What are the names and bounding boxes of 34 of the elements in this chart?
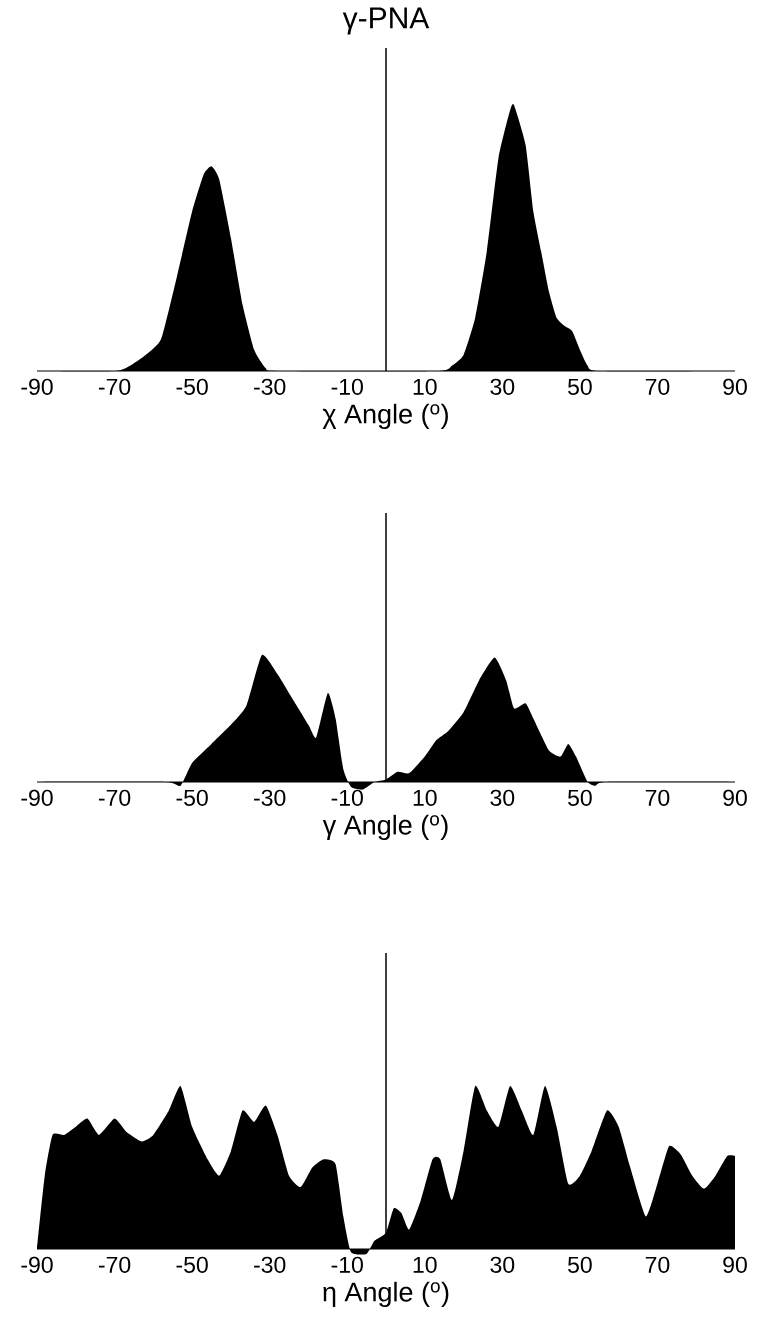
x-tick-label: -30 — [254, 1256, 286, 1273]
x-tick-label: -30 — [254, 378, 286, 395]
x-tick-label: -10 — [331, 378, 363, 395]
x-tick-label: 90 — [723, 789, 747, 806]
x-tick-label: -10 — [331, 1256, 363, 1273]
chart-title: γ-PNA — [342, 7, 430, 35]
x-tick-label: 70 — [645, 378, 670, 395]
x-tick-label: 70 — [645, 789, 670, 806]
x-tick-label: 10 — [413, 378, 437, 395]
x-tick-label: -90 — [21, 789, 53, 806]
x-tick-label: 90 — [723, 1256, 747, 1273]
x-axis-title: γ Angle ($^{o}$) — [322, 814, 448, 840]
x-tick-label: 50 — [568, 378, 592, 395]
x-tick-label: 50 — [568, 1256, 592, 1273]
x-tick-label: -50 — [176, 1256, 208, 1273]
x-tick-label: 90 — [723, 378, 747, 395]
x-tick-label: -50 — [176, 378, 208, 395]
x-tick-label: -70 — [98, 1256, 131, 1273]
x-axis-title: χ Angle ($^{o}$) — [322, 403, 448, 429]
x-tick-label: 30 — [490, 378, 515, 395]
x-tick-label: 30 — [490, 1256, 515, 1273]
x-axis-title: η Angle ($^{o}$) — [323, 1281, 449, 1307]
x-tick-label: -10 — [331, 789, 363, 806]
x-tick-label: 70 — [645, 1256, 670, 1273]
x-tick-label: -90 — [21, 378, 53, 395]
x-tick-label: -30 — [254, 789, 286, 806]
x-tick-label: 10 — [413, 789, 437, 806]
x-tick-label: 10 — [413, 1256, 437, 1273]
x-tick-label: -90 — [21, 1256, 53, 1273]
x-tick-label: -70 — [98, 789, 131, 806]
x-tick-label: -50 — [176, 789, 208, 806]
x-tick-label: 50 — [568, 789, 592, 806]
x-tick-label: 30 — [490, 789, 515, 806]
x-tick-label: -70 — [98, 378, 131, 395]
